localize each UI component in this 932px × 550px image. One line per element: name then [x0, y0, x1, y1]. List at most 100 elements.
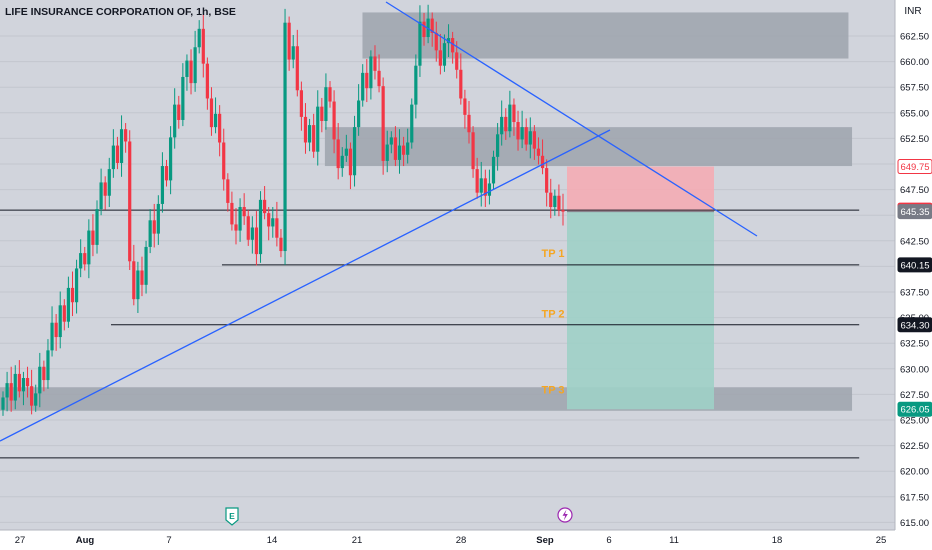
candle[interactable] [422, 12, 426, 46]
candle[interactable] [332, 90, 336, 154]
candle[interactable] [193, 30, 197, 92]
candle[interactable] [504, 108, 508, 140]
candle[interactable] [111, 129, 115, 178]
candle[interactable] [275, 201, 279, 247]
candle[interactable] [279, 229, 283, 258]
candle[interactable] [348, 142, 353, 190]
candle[interactable] [471, 126, 475, 178]
candle[interactable] [250, 216, 254, 254]
candle[interactable] [500, 100, 504, 146]
candle[interactable] [442, 34, 447, 72]
candle[interactable] [254, 211, 259, 266]
candle[interactable] [377, 54, 381, 93]
candle[interactable] [13, 365, 17, 410]
candle[interactable] [352, 115, 357, 187]
candle[interactable] [557, 184, 561, 217]
candle[interactable] [418, 5, 422, 77]
candle[interactable] [495, 123, 500, 171]
candle[interactable] [54, 314, 58, 351]
candle[interactable] [30, 369, 34, 415]
candle[interactable] [173, 88, 177, 149]
candle[interactable] [328, 81, 332, 108]
dividend-marker[interactable] [557, 507, 573, 523]
candle[interactable] [361, 64, 365, 107]
candle[interactable] [115, 136, 120, 170]
candle[interactable] [74, 259, 79, 314]
candle[interactable] [312, 113, 316, 158]
candle[interactable] [21, 371, 26, 406]
candle[interactable] [540, 139, 545, 175]
candle[interactable] [516, 110, 520, 151]
candle[interactable] [467, 101, 471, 144]
candle[interactable] [42, 360, 46, 392]
candle[interactable] [144, 240, 148, 294]
candle[interactable] [218, 105, 222, 157]
price-tag-dark[interactable]: 640.15 [897, 257, 932, 273]
candle[interactable] [267, 207, 271, 241]
candle[interactable] [491, 150, 496, 190]
candle[interactable] [561, 193, 565, 226]
candle[interactable] [414, 54, 418, 119]
candle[interactable] [148, 209, 152, 254]
candle[interactable] [156, 195, 160, 245]
candle[interactable] [226, 173, 230, 212]
candle[interactable] [316, 90, 320, 166]
candle[interactable] [91, 214, 95, 257]
candle[interactable] [17, 360, 21, 398]
candle[interactable] [25, 366, 30, 398]
candle[interactable] [201, 15, 205, 78]
candle[interactable] [389, 131, 393, 154]
candle[interactable] [58, 291, 62, 349]
candle[interactable] [475, 157, 479, 199]
candle[interactable] [62, 299, 66, 331]
candle[interactable] [258, 191, 263, 263]
rising-trendline[interactable] [0, 129, 611, 442]
candle[interactable] [528, 117, 532, 159]
candle[interactable] [119, 115, 124, 177]
candle[interactable] [1, 391, 5, 416]
candle[interactable] [234, 208, 238, 245]
candle[interactable] [70, 271, 75, 317]
candle[interactable] [9, 366, 13, 412]
candle[interactable] [263, 186, 267, 220]
candle[interactable] [459, 53, 463, 105]
candle[interactable] [34, 384, 38, 412]
stop-loss-zone[interactable] [567, 166, 714, 212]
candle[interactable] [128, 130, 132, 270]
target-zone[interactable] [567, 211, 714, 410]
candle[interactable] [520, 110, 524, 149]
candle[interactable] [446, 24, 451, 57]
candle[interactable] [397, 129, 402, 174]
candle[interactable] [410, 98, 414, 149]
candle[interactable] [291, 34, 295, 69]
candle[interactable] [99, 168, 103, 216]
candle[interactable] [124, 123, 128, 153]
candle[interactable] [168, 126, 173, 195]
price-tag-stop[interactable]: 649.75 [897, 159, 932, 175]
candle[interactable] [185, 54, 189, 91]
candle[interactable] [66, 276, 71, 328]
candle[interactable] [132, 244, 136, 306]
candle[interactable] [385, 130, 389, 173]
candle[interactable] [430, 12, 434, 47]
candle[interactable] [434, 21, 438, 62]
candle[interactable] [487, 169, 492, 205]
candle[interactable] [79, 239, 83, 278]
candle[interactable] [246, 210, 250, 246]
price-tag-dark[interactable]: 634.30 [897, 317, 932, 333]
candle[interactable] [336, 123, 340, 180]
candle[interactable] [181, 63, 185, 127]
candle[interactable] [357, 84, 361, 136]
candle[interactable] [87, 219, 91, 279]
candle[interactable] [238, 198, 242, 242]
candle[interactable] [107, 157, 111, 208]
currency-label[interactable]: INR [904, 6, 922, 17]
earnings-icon[interactable] [225, 507, 239, 526]
candle[interactable] [295, 29, 299, 97]
candle[interactable] [222, 128, 226, 191]
candle[interactable] [320, 97, 324, 133]
candle[interactable] [393, 126, 398, 167]
candle[interactable] [307, 118, 312, 152]
candle[interactable] [369, 50, 373, 100]
candle[interactable] [283, 8, 287, 265]
